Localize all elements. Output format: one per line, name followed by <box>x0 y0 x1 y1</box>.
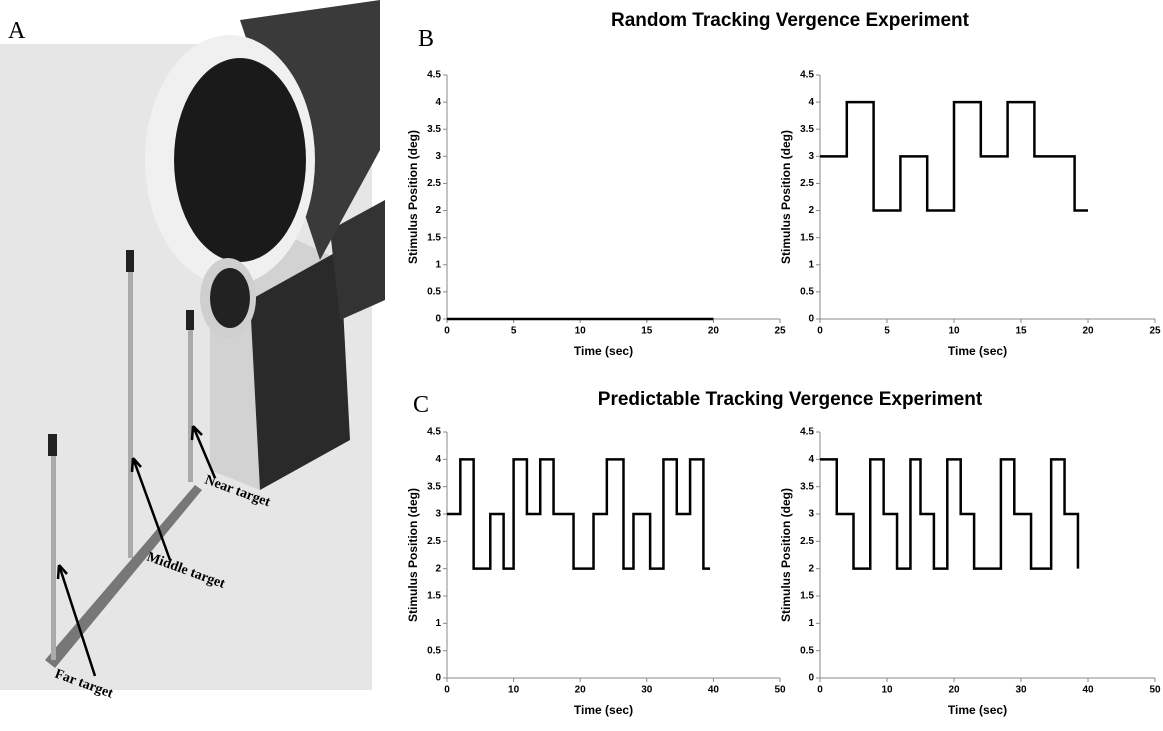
y-tick-label: 0 <box>808 673 814 684</box>
y-tick-label: 1.5 <box>800 591 814 602</box>
y-axis-label: Stimulus Position (deg) <box>406 130 420 264</box>
y-tick-label: 4 <box>808 97 814 108</box>
y-tick-label: 3 <box>808 509 814 520</box>
y-tick-label: 0.5 <box>800 645 814 656</box>
x-tick-label: 10 <box>508 685 520 696</box>
y-tick-label: 4.5 <box>800 70 814 81</box>
x-tick-label: 10 <box>575 326 587 337</box>
y-tick-label: 1.5 <box>427 232 441 243</box>
y-axis-label: Stimulus Position (deg) <box>779 488 793 622</box>
x-tick-label: 10 <box>948 326 960 337</box>
x-axis-label: Time (sec) <box>948 703 1007 717</box>
x-tick-label: 20 <box>708 326 720 337</box>
arrow <box>190 425 217 479</box>
x-tick-label: 40 <box>1082 685 1094 696</box>
panel-label: A <box>8 18 26 44</box>
base-side <box>250 250 350 490</box>
x-tick-label: 20 <box>1082 326 1094 337</box>
near-post <box>188 312 193 482</box>
y-tick-label: 1 <box>808 259 814 270</box>
series-line <box>820 458 1080 570</box>
y-tick-label: 3 <box>808 151 814 162</box>
x-tick-label: 20 <box>575 685 587 696</box>
y-axis-label: Stimulus Position (deg) <box>779 130 793 264</box>
x-tick-label: 40 <box>708 685 720 696</box>
x-tick-label: 15 <box>1015 326 1027 337</box>
x-tick-label: 20 <box>948 685 960 696</box>
series-line <box>447 458 711 570</box>
y-tick-label: 1 <box>435 259 441 270</box>
y-tick-label: 4 <box>435 454 441 465</box>
y-tick-label: 3 <box>435 509 441 520</box>
x-axis-label: Time (sec) <box>574 344 633 358</box>
x-tick-label: 15 <box>641 326 653 337</box>
rail <box>45 485 202 668</box>
x-axis-label: Time (sec) <box>948 344 1007 358</box>
y-tick-label: 4.5 <box>427 427 441 438</box>
y-tick-label: 2 <box>435 205 441 216</box>
x-tick-label: 50 <box>774 685 786 696</box>
y-tick-label: 1.5 <box>800 232 814 243</box>
x-tick-label: 10 <box>881 685 893 696</box>
x-tick-label: 0 <box>817 685 823 696</box>
middle-post-top <box>126 250 134 272</box>
x-tick-label: 30 <box>641 685 653 696</box>
y-tick-label: 3.5 <box>800 124 814 135</box>
x-tick-label: 25 <box>774 326 786 337</box>
y-tick-label: 0.5 <box>800 287 814 298</box>
y-tick-label: 3.5 <box>427 124 441 135</box>
y-tick-label: 1 <box>435 618 441 629</box>
middle-post <box>128 252 133 558</box>
y-tick-label: 0 <box>435 314 441 325</box>
arrow <box>130 457 172 561</box>
near-post-top <box>186 310 194 330</box>
y-tick-label: 2 <box>435 563 441 574</box>
far-post-top <box>48 434 57 456</box>
x-tick-label: 0 <box>444 685 450 696</box>
x-tick-label: 0 <box>817 326 823 337</box>
arrow <box>56 564 97 677</box>
y-tick-label: 4.5 <box>800 427 814 438</box>
x-tick-label: 0 <box>444 326 450 337</box>
x-tick-label: 25 <box>1149 326 1161 337</box>
x-tick-label: 50 <box>1149 685 1161 696</box>
y-tick-label: 2 <box>808 563 814 574</box>
panel-label: C <box>413 392 429 418</box>
x-tick-label: 30 <box>1015 685 1027 696</box>
y-tick-label: 2.5 <box>800 178 814 189</box>
y-tick-label: 2.5 <box>800 536 814 547</box>
y-tick-label: 2.5 <box>427 178 441 189</box>
y-axis-label: Stimulus Position (deg) <box>406 488 420 622</box>
y-tick-label: 0 <box>808 314 814 325</box>
section-title: Predictable Tracking Vergence Experiment <box>598 389 983 410</box>
y-tick-label: 1.5 <box>427 591 441 602</box>
y-tick-label: 4 <box>808 454 814 465</box>
y-tick-label: 2 <box>808 205 814 216</box>
x-axis-label: Time (sec) <box>574 703 633 717</box>
y-tick-label: 3 <box>435 151 441 162</box>
illustration: Near target Middle target Far target A <box>0 0 385 702</box>
far-post <box>51 436 56 660</box>
y-tick-label: 1 <box>808 618 814 629</box>
y-tick-label: 0.5 <box>427 645 441 656</box>
y-tick-label: 2.5 <box>427 536 441 547</box>
y-tick-label: 3.5 <box>800 481 814 492</box>
arrows <box>56 425 217 677</box>
section-title: Random Tracking Vergence Experiment <box>611 10 970 31</box>
y-tick-label: 4 <box>435 97 441 108</box>
ring-inner <box>174 58 306 262</box>
y-tick-label: 0.5 <box>427 287 441 298</box>
series-line <box>820 100 1088 212</box>
y-tick-label: 0 <box>435 673 441 684</box>
x-tick-label: 5 <box>511 326 517 337</box>
y-tick-label: 4.5 <box>427 70 441 81</box>
x-tick-label: 5 <box>884 326 890 337</box>
eyepiece-inner <box>210 268 250 328</box>
frame <box>330 200 385 320</box>
y-tick-label: 3.5 <box>427 481 441 492</box>
panel-label: B <box>418 26 434 52</box>
